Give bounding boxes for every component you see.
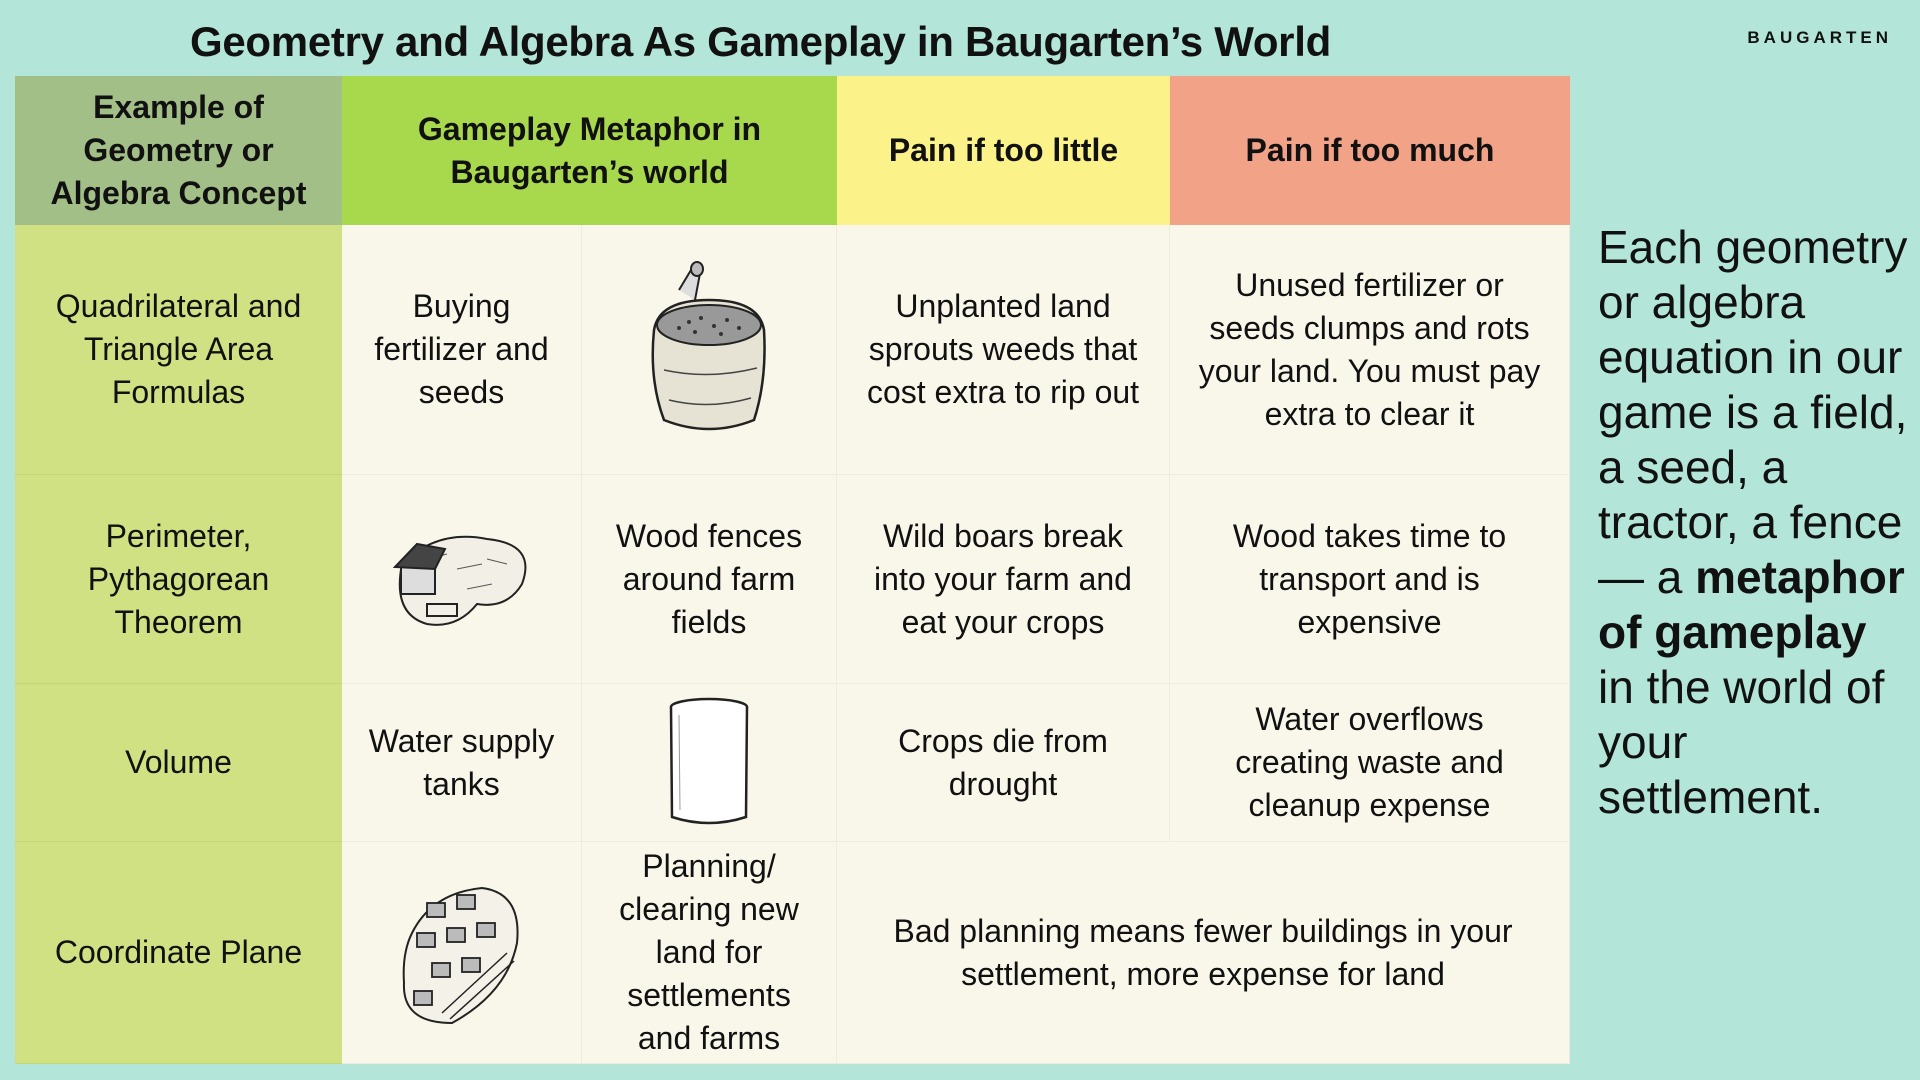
row3-too-little: Crops die from drought: [837, 684, 1170, 842]
header-concept: Example of Geometry or Algebra Concept: [15, 76, 342, 225]
row3-metaphor: Water supply tanks: [342, 684, 582, 842]
row4-metaphor: Planning/ clearing new land for settleme…: [582, 842, 837, 1064]
row1-too-little: Unplanted land sprouts weeds that cost e…: [837, 225, 1170, 475]
header-metaphor: Gameplay Metaphor in Baugarten’s world: [342, 76, 837, 225]
row3-too-much: Water overflows creating waste and clean…: [1170, 684, 1570, 842]
row2-metaphor: Wood fences around farm fields: [582, 475, 837, 684]
sidebar-text-before: Each geometry or algebra equation in our…: [1598, 221, 1908, 603]
row1-too-much: Unused fertilizer or seeds clumps and ro…: [1170, 225, 1570, 475]
water-tank-icon: [582, 684, 837, 842]
page-title: Geometry and Algebra As Gameplay in Baug…: [190, 18, 1331, 65]
brand-logo: BAUGARTEN: [1747, 28, 1892, 47]
row4-concept: Coordinate Plane: [15, 842, 342, 1064]
row2-too-much: Wood takes time to transport and is expe…: [1170, 475, 1570, 684]
settlement-map-icon: [342, 842, 582, 1064]
row2-too-little: Wild boars break into your farm and eat …: [837, 475, 1170, 684]
row4-pain-combined: Bad planning means fewer buildings in yo…: [837, 842, 1570, 1064]
fenced-farm-icon: [342, 475, 582, 684]
row3-concept: Volume: [15, 684, 342, 842]
sidebar-statement: Each geometry or algebra equation in our…: [1598, 220, 1908, 825]
row2-concept: Perimeter, Pythagorean Theorem: [15, 475, 342, 684]
header-too-little: Pain if too little: [837, 76, 1170, 225]
concept-table: Example of Geometry or Algebra Concept G…: [15, 76, 1570, 1064]
sidebar-text-bold: metaphor of gameplay: [1598, 551, 1905, 658]
sidebar-text-after: in the world of your settlement.: [1598, 661, 1885, 823]
row1-metaphor: Buying fertilizer and seeds: [342, 225, 582, 475]
header-too-much: Pain if too much: [1170, 76, 1570, 225]
row1-concept: Quadrilateral and Triangle Area Formulas: [15, 225, 342, 475]
seed-bag-icon: [582, 225, 837, 475]
